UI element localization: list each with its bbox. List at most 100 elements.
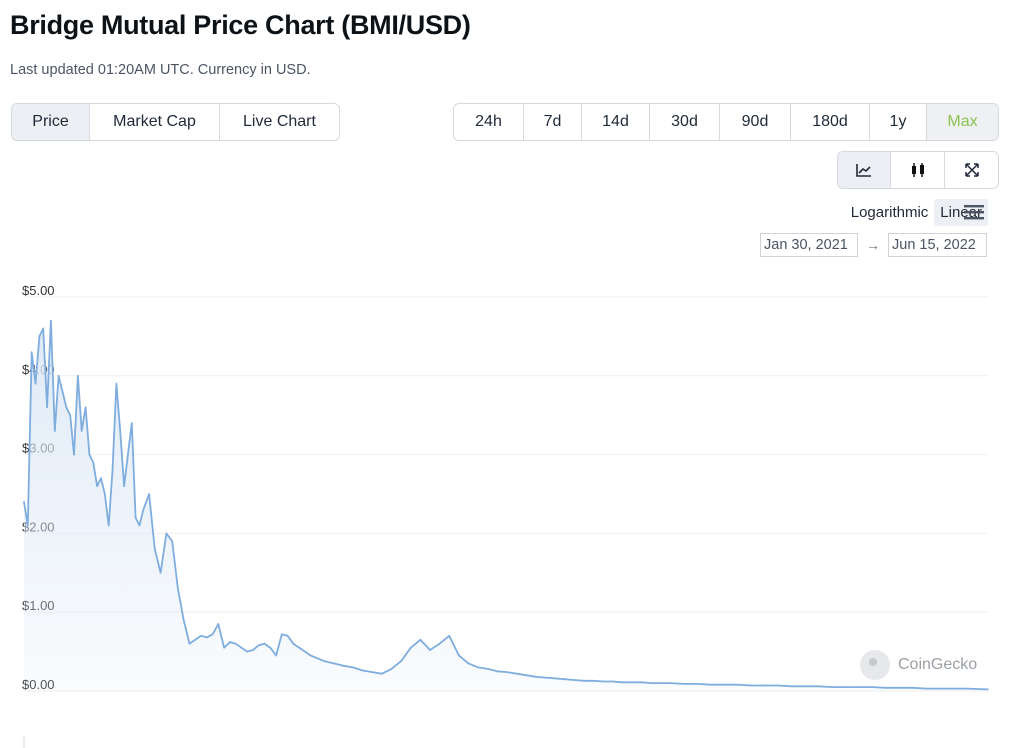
data-point	[506, 671, 508, 673]
range-label: 90d	[741, 113, 769, 130]
logarithmic-option[interactable]: Logarithmic	[850, 204, 929, 221]
data-point	[165, 532, 168, 535]
data-point	[683, 683, 685, 685]
tab-live-chart-label: Live Chart	[243, 113, 316, 130]
fullscreen-button[interactable]	[945, 152, 998, 188]
range-label: 30d	[671, 113, 698, 130]
data-point	[123, 485, 125, 487]
arrow-right-icon: →	[866, 237, 880, 253]
data-point	[206, 636, 208, 639]
data-point	[750, 684, 753, 687]
last-updated-text: Last updated 01:20AM UTC. Currency in US…	[10, 62, 311, 78]
range-30d-button[interactable]: 30d	[650, 104, 720, 140]
data-point	[42, 327, 44, 330]
fullscreen-icon	[964, 163, 979, 177]
data-point	[592, 680, 595, 682]
chart-menu-button[interactable]	[964, 204, 984, 225]
data-point	[107, 524, 110, 527]
data-point	[30, 351, 33, 353]
data-point	[211, 633, 214, 636]
data-point	[573, 679, 576, 681]
watermark-text: CoinGecko	[898, 656, 978, 673]
data-point	[912, 687, 914, 689]
range-24h-button[interactable]: 24h	[454, 104, 524, 140]
range-label: Max	[947, 113, 978, 130]
data-point	[925, 687, 928, 690]
range-max-button[interactable]: Max	[927, 104, 998, 140]
data-point	[966, 687, 968, 690]
line-chart-button[interactable]	[838, 152, 891, 188]
data-point	[448, 635, 451, 637]
data-point	[292, 642, 295, 645]
range-180d-button[interactable]: 180d	[791, 104, 870, 140]
data-point	[515, 672, 518, 675]
candlestick-icon	[911, 163, 924, 177]
date-to-input[interactable]	[888, 233, 987, 257]
data-point	[234, 642, 237, 645]
data-point	[57, 375, 60, 377]
range-7d-button[interactable]: 7d	[524, 104, 582, 140]
range-1y-button[interactable]: 1y	[870, 104, 927, 140]
tab-live-chart[interactable]: Live Chart	[220, 104, 339, 140]
data-point	[223, 646, 225, 649]
data-point	[777, 684, 780, 687]
data-point	[669, 682, 672, 684]
data-point	[467, 662, 470, 665]
data-point	[115, 382, 118, 385]
range-label: 24h	[475, 113, 502, 130]
data-point	[602, 680, 604, 683]
data-point	[621, 681, 624, 684]
data-point	[640, 681, 643, 684]
data-point	[723, 683, 726, 686]
data-point	[177, 587, 179, 590]
data-point	[419, 639, 422, 641]
data-point	[73, 453, 75, 456]
data-point	[817, 685, 820, 688]
data-point	[544, 676, 547, 679]
data-point	[263, 642, 266, 645]
data-point	[650, 682, 653, 684]
data-point	[696, 683, 699, 685]
data-point	[342, 665, 345, 667]
chart-type-toolbar	[837, 151, 999, 189]
data-point	[34, 382, 37, 385]
data-point	[229, 641, 231, 643]
data-point	[400, 660, 402, 662]
tab-price-label: Price	[32, 113, 69, 130]
data-point	[100, 477, 102, 479]
range-label: 7d	[543, 113, 562, 130]
data-point	[333, 662, 335, 665]
tab-price[interactable]: Price	[12, 104, 90, 140]
chart-view-tabs: Price Market Cap Live Chart	[11, 103, 340, 141]
price-chart: $0.00$1.00$2.00$3.00$4.00$5.00	[22, 283, 989, 748]
data-point	[200, 635, 202, 637]
data-point	[371, 671, 374, 673]
data-point	[323, 660, 326, 662]
coingecko-watermark: CoinGecko	[860, 650, 977, 680]
hamburger-menu-icon	[964, 205, 984, 220]
page-title: Bridge Mutual Price Chart (BMI/USD)	[10, 10, 471, 40]
data-point	[142, 509, 145, 511]
data-point	[831, 686, 833, 688]
data-point	[438, 642, 441, 645]
data-point	[804, 685, 806, 688]
data-point	[92, 461, 95, 464]
data-point	[159, 572, 162, 574]
date-from-input[interactable]	[760, 233, 858, 257]
range-90d-button[interactable]: 90d	[720, 104, 791, 140]
data-point	[217, 623, 220, 625]
data-point	[390, 668, 393, 670]
data-point	[315, 657, 318, 659]
range-14d-button[interactable]: 14d	[582, 104, 650, 140]
data-point	[65, 406, 68, 409]
data-point	[54, 430, 56, 432]
data-point	[858, 686, 860, 688]
data-point	[281, 633, 283, 636]
candlestick-button[interactable]	[891, 152, 945, 188]
data-point	[286, 635, 289, 637]
data-point	[240, 646, 243, 649]
data-point	[737, 683, 739, 686]
data-point	[583, 680, 585, 682]
tab-market-cap[interactable]: Market Cap	[90, 104, 220, 140]
data-point	[535, 676, 537, 678]
